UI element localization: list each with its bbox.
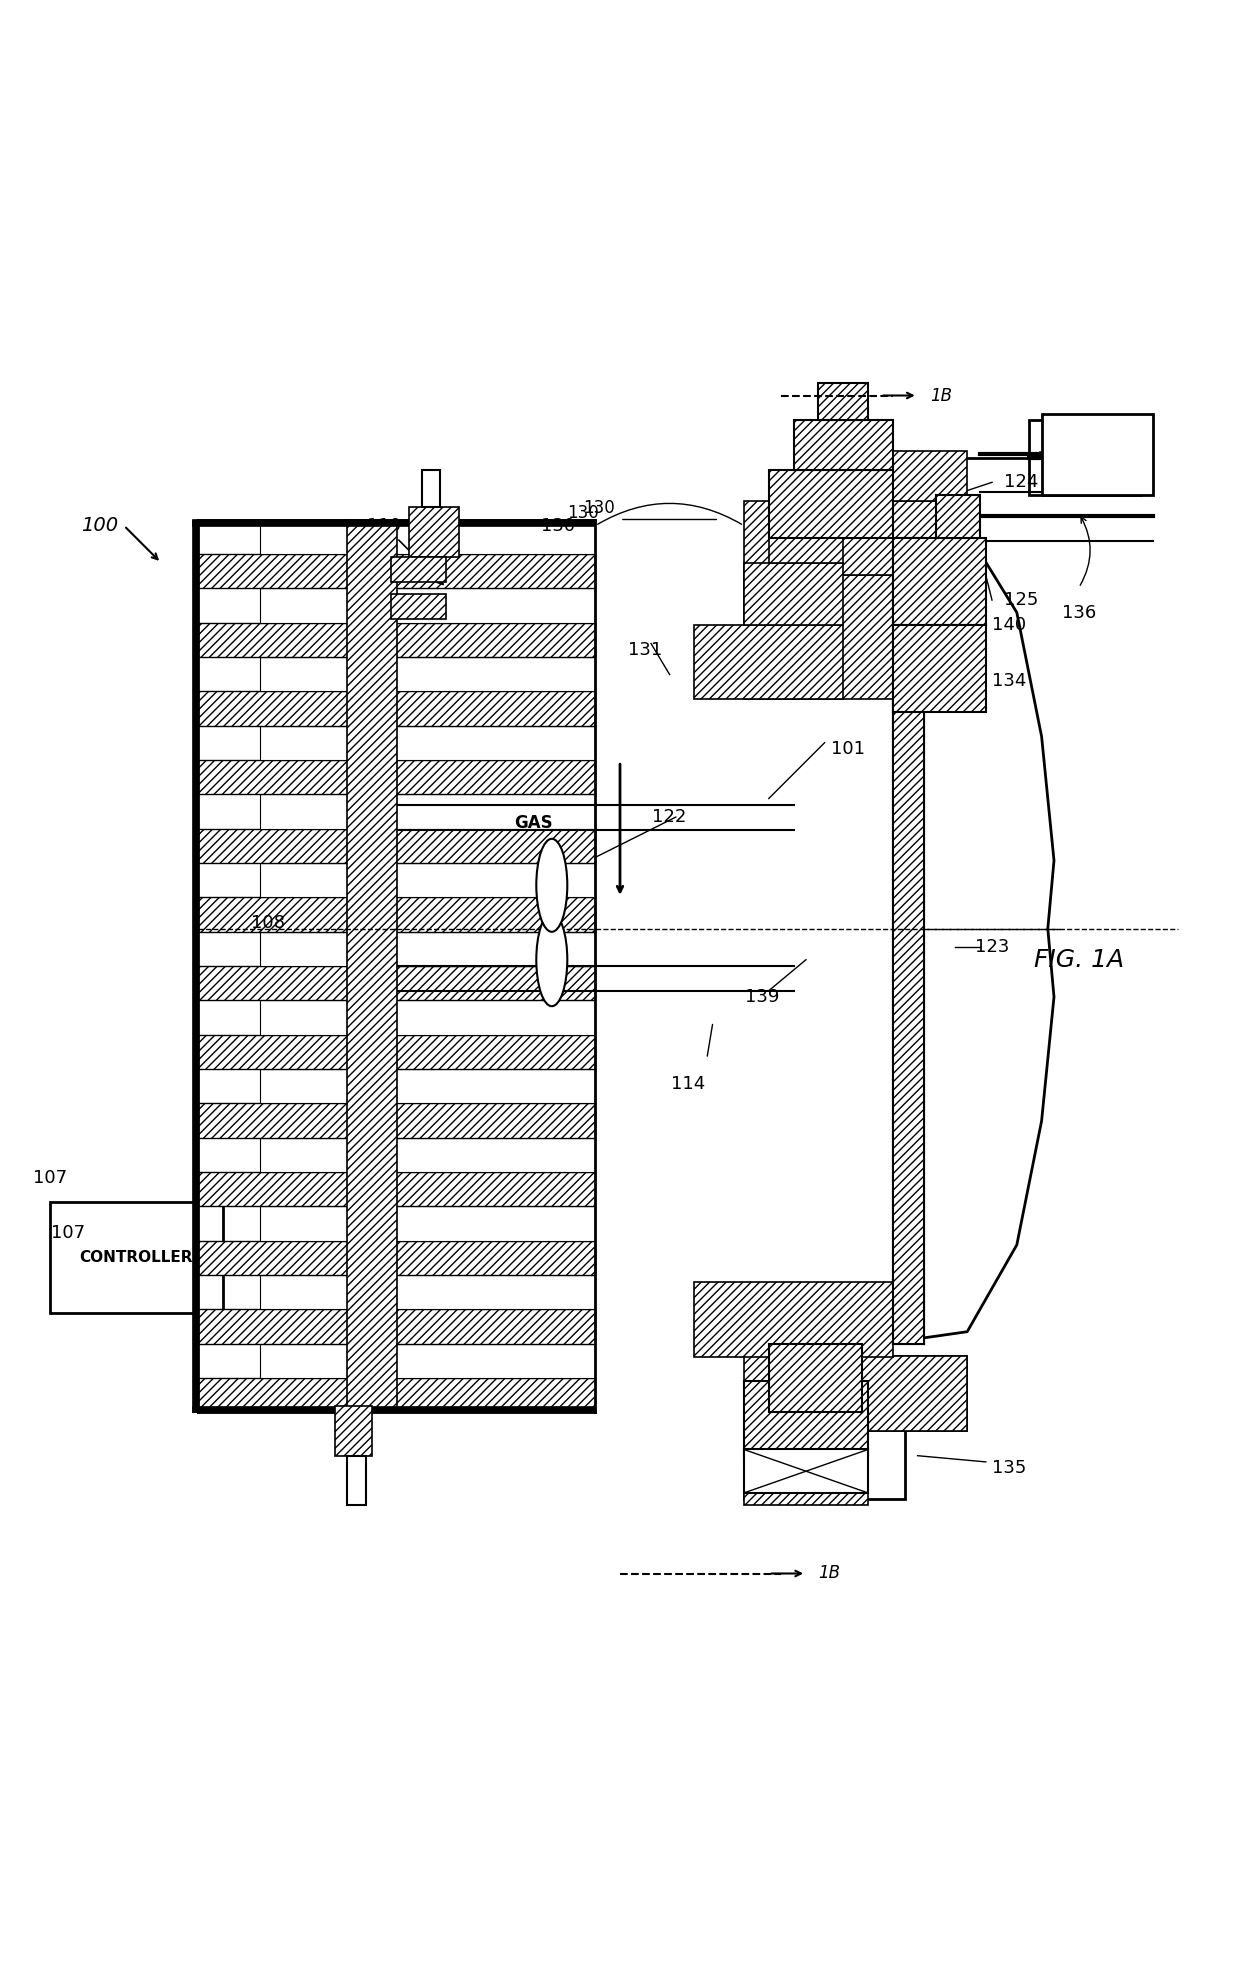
Text: 130: 130: [541, 516, 575, 536]
Bar: [744, 1431, 868, 1504]
Bar: [198, 760, 595, 794]
Bar: [260, 794, 595, 829]
Text: GAS: GAS: [513, 815, 553, 833]
Ellipse shape: [536, 914, 567, 1006]
Bar: [744, 1382, 868, 1455]
Bar: [843, 1357, 967, 1431]
Bar: [744, 500, 967, 575]
Bar: [260, 589, 595, 622]
Bar: [1042, 413, 1153, 494]
Text: 140: 140: [992, 616, 1027, 634]
Bar: [198, 1309, 595, 1343]
Text: 139: 139: [745, 988, 780, 1006]
Text: 136: 136: [1061, 604, 1096, 622]
Bar: [260, 1343, 595, 1378]
Text: 124: 124: [1004, 473, 1039, 492]
Bar: [260, 725, 595, 760]
Bar: [260, 862, 595, 898]
Bar: [260, 1276, 595, 1309]
Text: 1B: 1B: [930, 386, 952, 404]
Bar: [893, 624, 986, 711]
Bar: [198, 691, 595, 725]
Bar: [50, 1201, 223, 1313]
Text: 110: 110: [367, 516, 402, 536]
Bar: [744, 1418, 905, 1498]
Bar: [744, 1449, 868, 1493]
Bar: [335, 1406, 372, 1455]
Text: 130: 130: [567, 504, 599, 522]
Bar: [260, 1000, 595, 1034]
Text: 131: 131: [627, 640, 662, 660]
Bar: [409, 508, 459, 557]
Bar: [198, 1378, 595, 1412]
Bar: [192, 520, 198, 1412]
Text: 108: 108: [252, 914, 285, 931]
Text: 101: 101: [831, 740, 864, 758]
Bar: [769, 508, 843, 563]
Text: 140: 140: [868, 1398, 903, 1416]
Text: 137: 137: [781, 1465, 816, 1483]
Bar: [260, 931, 595, 967]
Text: CONTROLLER: CONTROLLER: [79, 1250, 193, 1264]
Bar: [192, 520, 595, 526]
Bar: [260, 520, 595, 553]
Bar: [694, 1282, 893, 1357]
Bar: [198, 1034, 595, 1069]
Bar: [198, 1240, 595, 1276]
Text: 138: 138: [893, 1390, 928, 1410]
Bar: [198, 1103, 595, 1138]
Text: 134: 134: [992, 671, 1027, 689]
Bar: [893, 538, 924, 1345]
Text: 125: 125: [1004, 591, 1039, 608]
Bar: [260, 1069, 595, 1103]
Bar: [198, 1172, 595, 1207]
Bar: [198, 829, 595, 862]
Bar: [769, 1345, 862, 1412]
Bar: [198, 622, 595, 658]
Text: 1B: 1B: [818, 1565, 841, 1583]
Bar: [744, 563, 843, 624]
Bar: [893, 538, 924, 1345]
Bar: [391, 557, 446, 581]
Bar: [260, 658, 595, 691]
Bar: [198, 553, 595, 589]
Text: 130: 130: [583, 500, 615, 518]
Text: 122: 122: [652, 807, 687, 827]
Bar: [843, 451, 967, 500]
Bar: [260, 1207, 595, 1240]
Bar: [422, 471, 440, 508]
Bar: [260, 1138, 595, 1172]
Bar: [391, 595, 446, 618]
Bar: [893, 538, 986, 624]
Text: FIG. 1A: FIG. 1A: [1034, 947, 1123, 971]
Bar: [198, 898, 595, 931]
Text: 107: 107: [32, 1170, 67, 1187]
Ellipse shape: [536, 839, 567, 931]
Bar: [347, 520, 397, 1412]
Text: 107: 107: [51, 1223, 86, 1242]
Bar: [744, 1357, 967, 1431]
Bar: [347, 1455, 366, 1504]
Bar: [818, 384, 868, 419]
Text: 114: 114: [671, 1075, 706, 1093]
Bar: [769, 471, 893, 538]
Text: GAS
SOURCE: GAS SOURCE: [792, 1443, 857, 1475]
Bar: [694, 624, 843, 699]
Bar: [1029, 419, 1141, 494]
Bar: [198, 967, 595, 1000]
Text: 135: 135: [992, 1459, 1027, 1477]
Bar: [794, 419, 893, 471]
Bar: [744, 575, 893, 699]
Text: 100: 100: [81, 516, 118, 536]
Bar: [192, 1406, 595, 1412]
Text: 123: 123: [975, 939, 1009, 957]
Bar: [936, 494, 980, 538]
